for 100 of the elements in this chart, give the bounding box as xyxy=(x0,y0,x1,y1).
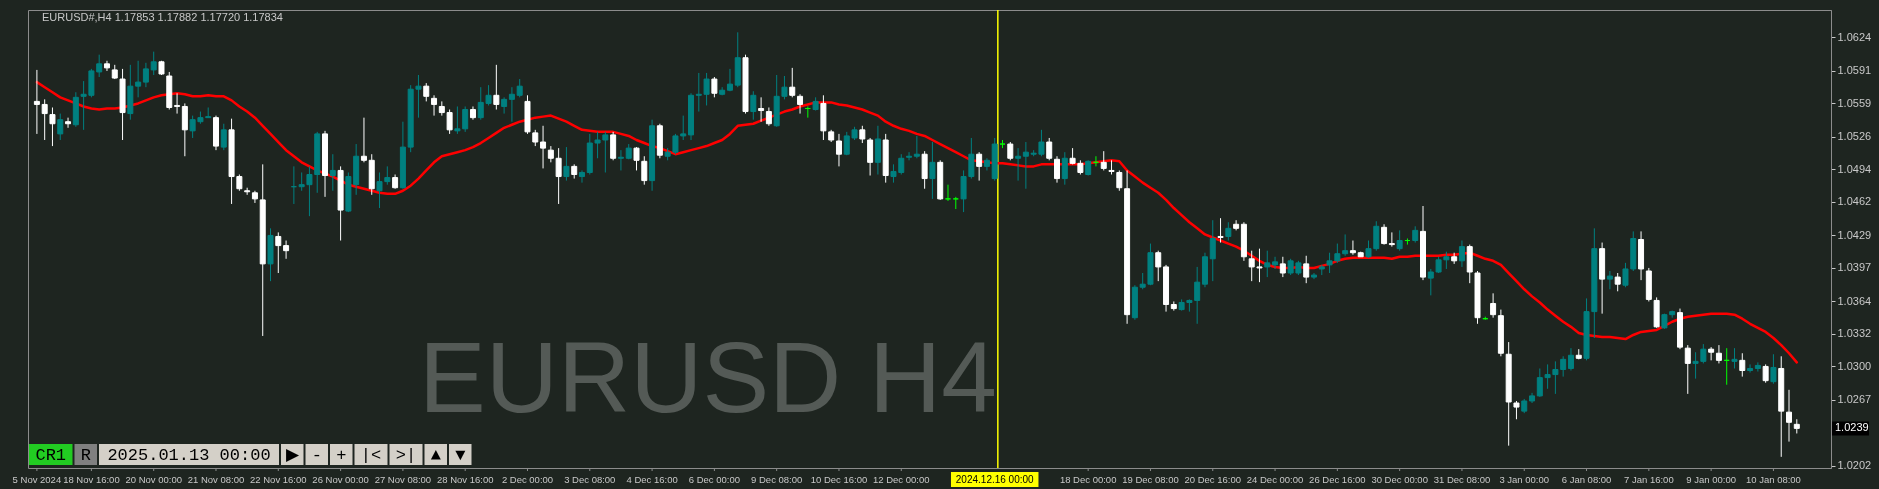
candlestick xyxy=(1155,250,1162,282)
x-tick-label: 10 Jan 08:00 xyxy=(1745,474,1801,485)
candlestick xyxy=(750,90,757,121)
x-tick-label: 20 Nov 00:00 xyxy=(125,474,182,485)
candlestick xyxy=(563,146,570,182)
candlestick xyxy=(540,125,547,169)
candlestick xyxy=(1747,363,1754,374)
candlestick xyxy=(1225,221,1232,242)
x-tick-label: 12 Dec 00:00 xyxy=(873,474,930,485)
candlestick xyxy=(174,92,181,115)
candlestick xyxy=(579,169,585,184)
candlestick xyxy=(641,155,648,186)
candlestick xyxy=(1100,150,1107,171)
chart-title: EURUSD#,H4 1.17853 1.17882 1.17720 1.17834 xyxy=(42,11,283,23)
candlestick xyxy=(501,96,508,115)
y-tick-label: 1.0364 xyxy=(1837,294,1872,307)
annotation: CR1 xyxy=(35,446,67,465)
x-tick-label: 18 Dec 00:00 xyxy=(1059,474,1117,485)
y-tick-label: 1.0462 xyxy=(1837,195,1872,208)
candlestick xyxy=(835,133,842,167)
candlestick xyxy=(1786,389,1793,443)
y-tick-label: 1.0332 xyxy=(1837,327,1872,340)
y-tick-label: 1.0202 xyxy=(1837,459,1872,472)
candlestick xyxy=(1046,137,1053,161)
x-tick-label: 7 Jan 16:00 xyxy=(1624,474,1674,485)
candlestick xyxy=(976,151,983,182)
candlestick xyxy=(913,135,920,159)
candlestick xyxy=(765,106,772,127)
candlestick xyxy=(1108,159,1115,176)
candlestick xyxy=(1233,219,1240,231)
x-tick-label: 24 Dec 00:00 xyxy=(1246,474,1304,485)
annotation: >| xyxy=(395,446,417,465)
candlestick xyxy=(283,240,290,260)
y-tick-label: 1.0494 xyxy=(1837,162,1872,175)
y-tick-label: 1.0397 xyxy=(1837,261,1872,274)
x-tick-label: 27 Nov 08:00 xyxy=(374,474,432,485)
candlestick xyxy=(1217,217,1224,244)
x-tick-label: 9 Jan 00:00 xyxy=(1686,474,1736,485)
x-tick-label: 6 Dec 00:00 xyxy=(688,474,740,485)
candlestick xyxy=(610,131,617,161)
candlestick xyxy=(1458,240,1465,268)
candlestick xyxy=(49,106,56,147)
candlestick xyxy=(1054,155,1061,184)
candlestick xyxy=(711,76,718,98)
y-tick-label: 1.0624 xyxy=(1837,30,1872,43)
candlestick xyxy=(1684,344,1691,395)
candlestick xyxy=(1731,347,1738,369)
candlestick xyxy=(244,187,251,196)
x-tick-label: 3 Dec 08:00 xyxy=(564,474,616,485)
candlestick xyxy=(220,123,227,151)
candlestick xyxy=(1303,255,1310,284)
candlestick xyxy=(1762,363,1769,384)
candlestick xyxy=(1614,272,1621,292)
candlestick xyxy=(65,117,72,129)
candlestick xyxy=(797,93,804,115)
candlestick xyxy=(1279,256,1286,278)
candlestick xyxy=(906,151,913,161)
candlestick xyxy=(360,117,367,163)
candlestick xyxy=(181,102,188,157)
candlestick xyxy=(867,137,874,177)
x-tick-label: 19 Dec 08:00 xyxy=(1122,474,1179,485)
y-tick-label: 1.0429 xyxy=(1837,228,1872,241)
x-tick-label: 26 Dec 16:00 xyxy=(1309,474,1366,485)
candlestick xyxy=(929,141,936,200)
x-tick-label: 30 Dec 00:00 xyxy=(1371,474,1428,485)
x-tick-label: 22 Nov 16:00 xyxy=(250,474,307,485)
x-tick-label: 20 Dec 16:00 xyxy=(1184,474,1242,485)
y-tick-label: 1.0267 xyxy=(1837,393,1872,406)
x-tick-label: 3 Jan 00:00 xyxy=(1499,474,1550,485)
candlestick xyxy=(329,153,336,192)
text: 1.0239 xyxy=(1835,421,1869,434)
y-tick-label: 1.0300 xyxy=(1837,359,1872,372)
candlestick xyxy=(1007,141,1014,161)
candlestick xyxy=(1770,353,1777,385)
x-tick-label: 26 Nov 00:00 xyxy=(312,474,369,485)
annotation: |< xyxy=(360,446,382,465)
candlestick xyxy=(1349,240,1356,256)
y-tick-label: 1.0526 xyxy=(1837,130,1872,143)
candlestick xyxy=(423,82,430,102)
candlestick xyxy=(617,149,624,171)
candlestick xyxy=(1381,223,1388,246)
x-tick-label: 2024.12.16 00:00 xyxy=(955,474,1035,485)
candlestick xyxy=(1739,352,1746,378)
candlestick xyxy=(633,146,640,171)
x-tick-label: 18 Nov 16:00 xyxy=(63,474,120,485)
x-tick-label: 10 Dec 16:00 xyxy=(810,474,868,485)
candlestick xyxy=(1567,347,1574,372)
candlestick xyxy=(789,67,796,98)
candlestick xyxy=(33,69,40,135)
annotation: ▶ xyxy=(285,446,300,465)
candlestick xyxy=(516,78,523,98)
candlestick xyxy=(1264,250,1271,278)
x-tick-label: 31 Dec 08:00 xyxy=(1433,474,1491,485)
candlestick xyxy=(1061,151,1068,186)
candlestick xyxy=(1490,292,1497,319)
x-tick-label: 2 Dec 00:00 xyxy=(501,474,554,485)
candlestick xyxy=(1388,231,1395,248)
candlestick xyxy=(1606,270,1613,290)
x-tick-label: 28 Nov 16:00 xyxy=(436,474,494,485)
x-tick-label: 5 Nov 2024 xyxy=(12,474,62,485)
